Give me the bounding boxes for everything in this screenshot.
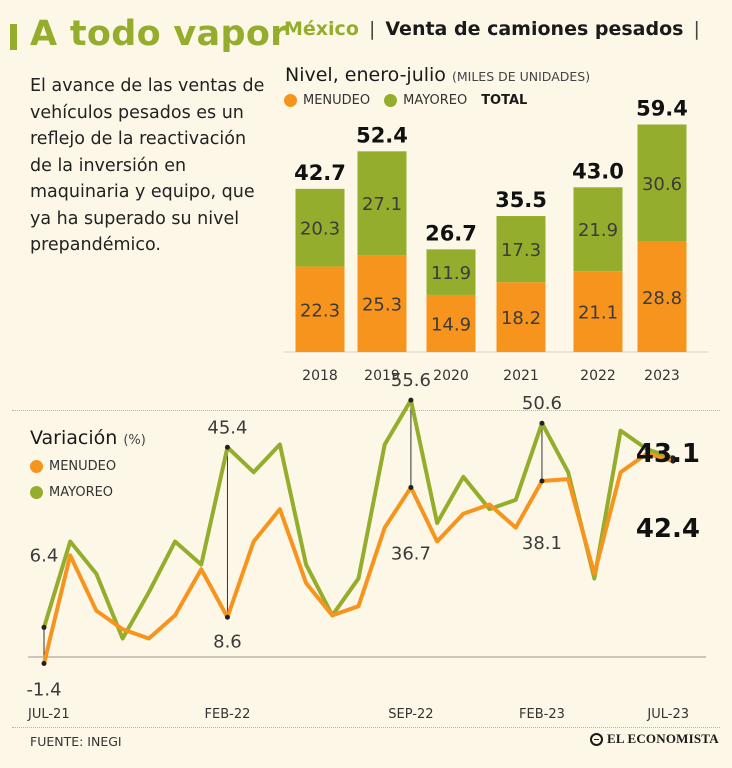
end-label-top: 43.1 [636, 439, 700, 469]
annotation-label: -1.4 [26, 679, 61, 700]
x-tick-label: JUL-23 [646, 707, 689, 722]
bar-mayoreo-value: 27.1 [362, 194, 402, 215]
annotation-point [539, 478, 545, 484]
bar-menudeo-value: 22.3 [300, 300, 340, 321]
annotation-label: 36.7 [391, 543, 431, 564]
header-separator: | [368, 18, 376, 40]
line-legend-mayoreo: MAYOREO [30, 485, 113, 500]
bar-menudeo-value: 14.9 [431, 314, 471, 335]
legend-menudeo-swatch [284, 94, 297, 107]
x-tick-label: FEB-22 [205, 707, 251, 722]
source-note: FUENTE: INEGI [30, 734, 122, 749]
bar-mayoreo-2022 [573, 187, 623, 272]
bar-menudeo-value: 18.2 [501, 308, 541, 329]
line-series-mayoreo [42, 398, 675, 641]
x-tick-label: FEB-23 [519, 707, 565, 722]
bar-total-label: 59.4 [636, 96, 688, 120]
header-topic: Venta de camiones pesados [385, 18, 684, 40]
bar-mayoreo-value: 20.3 [300, 219, 340, 240]
legend-total-label: TOTAL [481, 93, 528, 108]
bar-chart-legend: MENUDEO MAYOREO TOTAL [284, 93, 527, 108]
annotation-label: 6.4 [30, 545, 59, 566]
bar-menudeo-2020 [426, 294, 476, 352]
bar-chart-title: Nivel, enero-julio (MILES DE UNIDADES) [285, 64, 590, 86]
page-title: A todo vapor [30, 14, 288, 54]
bar-menudeo-2019 [357, 255, 407, 352]
line-legend-menudeo-label: MENUDEO [49, 459, 117, 474]
bar-category-label: 2023 [644, 368, 680, 384]
annotation-label: 55.6 [391, 370, 431, 391]
bar-chart: 22.3 20.3 42.7 2018 25.3 27.1 52.4 2019 14.9 11.9… [284, 96, 708, 384]
bar-mayoreo-2023 [637, 124, 687, 242]
annotation-point [408, 397, 414, 403]
header-separator-end: | [693, 18, 700, 40]
line-legend-mayoreo-label: MAYOREO [49, 485, 114, 500]
annotation-point [41, 624, 47, 630]
line-legend-mayoreo-swatch [30, 486, 43, 499]
bar-chart-units: (MILES DE UNIDADES) [451, 69, 591, 84]
bar-menudeo-value: 21.1 [578, 303, 618, 324]
bar-chart-title-text: Nivel, enero-julio [285, 64, 446, 86]
intro-text: El avance de las ventas de vehículos pes… [30, 76, 265, 255]
bar-category-label: 2018 [302, 368, 338, 384]
section-divider [12, 410, 720, 411]
logo-mark-icon [590, 732, 603, 746]
bar-mayoreo-2020 [426, 249, 476, 295]
annotation-label: 50.6 [522, 393, 562, 414]
bar-menudeo-2023 [637, 241, 687, 352]
end-label-bottom: 42.4 [636, 514, 700, 544]
x-tick-label: SEP-22 [388, 707, 433, 722]
bar-mayoreo-value: 11.9 [431, 263, 471, 284]
line-legend-menudeo-swatch [30, 460, 43, 473]
line-chart-units: (%) [123, 433, 146, 448]
line-series-menudeo [42, 451, 675, 666]
annotation-label: 8.6 [213, 631, 242, 652]
bar-category-label: 2019 [364, 368, 400, 384]
bar-menudeo-value: 28.8 [642, 288, 682, 309]
bar-menudeo-2018 [295, 266, 345, 352]
chart-header: México | Venta de camiones pesados | [284, 18, 704, 40]
title-accent-bar [10, 24, 17, 50]
bar-category-label: 2021 [503, 368, 539, 384]
legend-mayoreo-swatch [384, 94, 398, 107]
annotation-point [539, 420, 545, 426]
line-legend-menudeo: MENUDEO [30, 459, 116, 474]
annotation-point [224, 444, 230, 450]
bar-mayoreo-2019 [357, 151, 407, 256]
annotation-point [224, 614, 230, 620]
bar-total-label: 26.7 [425, 221, 477, 245]
bar-menudeo-2021 [496, 282, 546, 352]
bar-mayoreo-2018 [295, 188, 345, 267]
bar-mayoreo-2021 [496, 216, 546, 283]
end-point-menudeo [670, 458, 676, 464]
bar-category-label: 2022 [580, 368, 616, 384]
bar-mayoreo-value: 30.6 [642, 174, 682, 195]
line-chart-title: Variación (%) [30, 427, 146, 449]
legend-menudeo-label: MENUDEO [303, 93, 371, 108]
annotation-label: 45.4 [207, 417, 247, 438]
bar-total-label: 43.0 [572, 159, 624, 183]
bar-total-label: 42.7 [294, 161, 346, 185]
header-country: México [284, 18, 359, 40]
bar-total-label: 52.4 [356, 123, 408, 147]
annotation-point [41, 660, 47, 666]
annotation-label: 38.1 [522, 533, 562, 554]
bar-mayoreo-value: 21.9 [578, 220, 618, 241]
bar-category-label: 2020 [433, 368, 469, 384]
logo-name: EL ECONOMISTA [607, 731, 719, 746]
bar-menudeo-value: 25.3 [362, 295, 402, 316]
annotation-point [408, 484, 414, 490]
bar-total-label: 35.5 [495, 188, 547, 212]
footer-divider [12, 727, 720, 728]
publisher-logo: EL ECONOMISTA [590, 731, 719, 747]
bar-mayoreo-value: 17.3 [501, 240, 541, 261]
line-chart-title-text: Variación [30, 427, 118, 449]
x-tick-label: JUL-21 [27, 707, 70, 722]
bar-menudeo-2022 [573, 271, 623, 352]
legend-mayoreo-label: MAYOREO [403, 93, 468, 108]
